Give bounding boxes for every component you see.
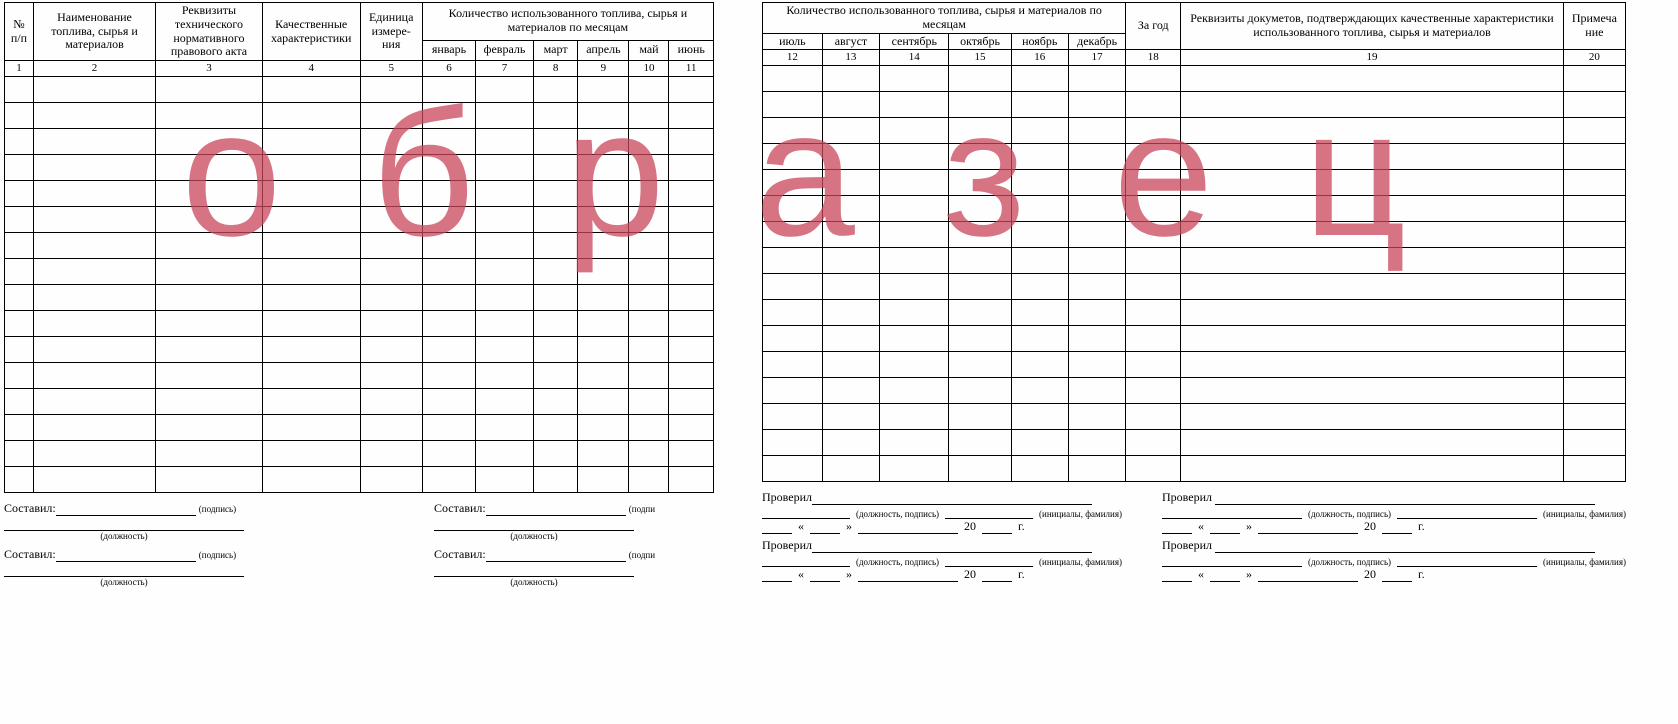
table-row [763, 430, 1626, 456]
table-row [5, 206, 714, 232]
table-row [763, 170, 1626, 196]
hdr-num: № п/п [5, 3, 34, 61]
right-table: Количество использованного топлива, сырь… [762, 2, 1626, 482]
hdr-aug: август [822, 33, 879, 50]
left-tbody [5, 76, 714, 492]
signature-cap-3: (подпись) [199, 550, 236, 560]
compiled-label-2: Составил: [434, 501, 486, 515]
table-row [5, 128, 714, 154]
table-row [5, 180, 714, 206]
hdr-apr: апрель [578, 40, 629, 61]
checked-label-4: Проверил [1162, 538, 1212, 552]
signature-cap: (подпись) [199, 504, 236, 514]
pos-sig-cap-2: (должность, подпись) [1308, 509, 1391, 519]
hdr-jan: январь [422, 40, 475, 61]
hdr-jun: июнь [669, 40, 714, 61]
table-row [5, 336, 714, 362]
table-row [763, 144, 1626, 170]
hdr-dec: декабрь [1068, 33, 1125, 50]
hdr-docs: Реквизиты докуметов, подтверждающих каче… [1181, 3, 1563, 50]
position-cap-3: (должность) [4, 577, 244, 587]
pos-sig-cap: (должность, подпись) [856, 509, 939, 519]
table-row [763, 326, 1626, 352]
hdr-months-group-r: Количество использованного топлива, сырь… [763, 3, 1126, 34]
right-numrow: 121314 151617 181920 [763, 50, 1626, 66]
right-tbody [763, 66, 1626, 482]
table-row [763, 248, 1626, 274]
hdr-jul: июль [763, 33, 823, 50]
right-sig-area: Проверил (должность, подпись) (инициалы,… [762, 490, 1626, 582]
position-cap-4: (должность) [434, 577, 634, 587]
signature-cap-4: (подпи [629, 550, 655, 560]
hdr-qual: Качественные характеристики [262, 3, 360, 61]
hdr-note: Примеча ние [1563, 3, 1625, 50]
table-row [763, 274, 1626, 300]
hdr-nov: ноябрь [1011, 33, 1068, 50]
right-panel: Количество использованного топлива, сырь… [762, 2, 1626, 591]
checked-label-3: Проверил [762, 538, 812, 552]
hdr-year: За год [1126, 3, 1181, 50]
hdr-months-group: Количество использованного топлива, сырь… [422, 3, 713, 41]
table-row [763, 196, 1626, 222]
table-row [5, 258, 714, 284]
table-row [763, 352, 1626, 378]
position-cap-2: (должность) [434, 531, 634, 541]
table-row [5, 440, 714, 466]
left-table: № п/п Наименование топлива, сырья и мате… [4, 2, 714, 493]
table-row [5, 466, 714, 492]
checked-label-2: Проверил [1162, 490, 1212, 504]
table-row [5, 310, 714, 336]
page-container: № п/п Наименование топлива, сырья и мате… [0, 0, 1678, 593]
table-row [5, 76, 714, 102]
table-row [763, 66, 1626, 92]
table-row [5, 414, 714, 440]
table-row [5, 362, 714, 388]
hdr-oct: октябрь [949, 33, 1011, 50]
hdr-unit: Единица измере-ния [360, 3, 422, 61]
compiled-label-4: Составил: [434, 547, 486, 561]
hdr-may: май [629, 40, 669, 61]
table-row [763, 378, 1626, 404]
hdr-name: Наименование топлива, сырья и материалов [33, 3, 155, 61]
checked-label: Проверил [762, 490, 812, 504]
table-row [5, 284, 714, 310]
table-row [763, 300, 1626, 326]
hdr-feb: февраль [476, 40, 534, 61]
left-sig-area: Составил: (подпись) (должность) Составил… [4, 501, 714, 587]
table-row [763, 404, 1626, 430]
table-row [763, 456, 1626, 482]
table-row [5, 102, 714, 128]
initials-cap: (инициалы, фамилия) [1039, 509, 1122, 519]
position-cap: (должность) [4, 531, 244, 541]
table-row [763, 118, 1626, 144]
hdr-mar: март [533, 40, 577, 61]
table-row [5, 154, 714, 180]
initials-cap-2: (инициалы, фамилия) [1543, 509, 1626, 519]
left-numrow: 123 456 789 1011 [5, 61, 714, 77]
left-panel: № п/п Наименование топлива, сырья и мате… [4, 2, 714, 591]
hdr-req: Реквизиты технического нормативного прав… [156, 3, 263, 61]
compiled-label-3: Составил: [4, 547, 56, 561]
table-row [5, 388, 714, 414]
table-row [763, 92, 1626, 118]
hdr-sep: сентябрь [880, 33, 949, 50]
compiled-label: Составил: [4, 501, 56, 515]
table-row [5, 232, 714, 258]
table-row [763, 222, 1626, 248]
signature-cap-2: (подпи [629, 504, 655, 514]
